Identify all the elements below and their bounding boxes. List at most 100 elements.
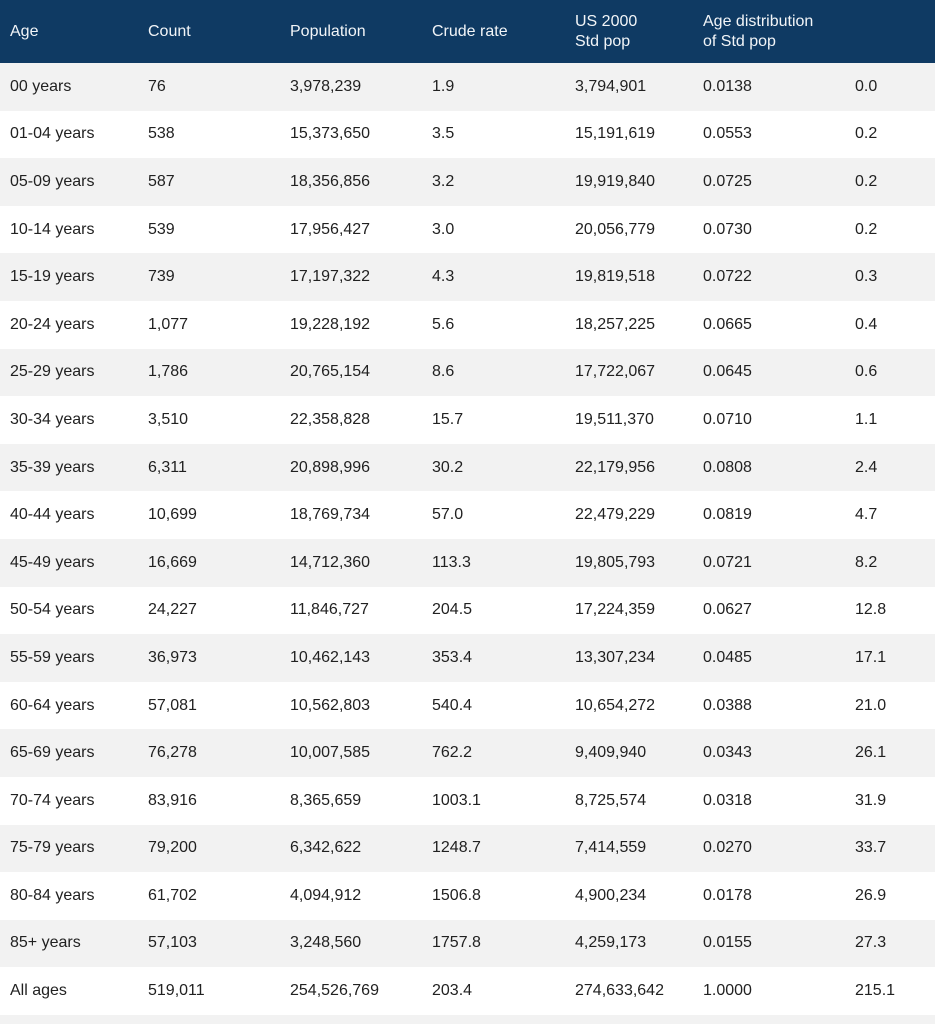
cell-count: 76,278 xyxy=(148,744,197,762)
cell-column-7: 2.4 xyxy=(855,458,878,476)
cell-population: 18,769,734 xyxy=(290,506,371,524)
cell-column-7: 0.6 xyxy=(855,363,878,381)
column-header-crude-rate: Crude rate xyxy=(432,22,508,40)
cell-column-7: 31.9 xyxy=(855,791,887,809)
cell-age-distribution-of-std-pop: 0.0721 xyxy=(703,553,752,571)
cell-count: 519,011 xyxy=(148,982,205,1000)
cell-column-7: 0.2 xyxy=(855,125,878,143)
cell-count: 739 xyxy=(148,268,175,286)
cell-count: 61,702 xyxy=(148,886,197,904)
cell-age: 70-74 years xyxy=(10,791,95,809)
partial-next-row xyxy=(0,1014,935,1024)
cell-age: All ages xyxy=(10,982,67,1000)
cell-count: 10,699 xyxy=(148,506,197,524)
cell-age-distribution-of-std-pop: 0.0819 xyxy=(703,506,752,524)
cell-crude-rate: 1248.7 xyxy=(432,839,481,857)
cell-population: 4,094,912 xyxy=(290,886,362,904)
cell-column-7: 17.1 xyxy=(855,648,887,666)
cell-column-7: 26.1 xyxy=(855,744,887,762)
column-header-count: Count xyxy=(148,22,191,40)
table-row: 60-64 years 57,081 10,562,803 540.4 10,654,2… xyxy=(0,681,935,730)
cell-age: 20-24 years xyxy=(10,315,95,333)
cell-age: 80-84 years xyxy=(10,886,95,904)
cell-age: 55-59 years xyxy=(10,648,95,666)
cell-population: 20,898,996 xyxy=(290,458,371,476)
cell-column-7: 27.3 xyxy=(855,934,887,952)
cell-population: 19,228,192 xyxy=(290,315,371,333)
table-row: 55-59 years 36,973 10,462,143 353.4 13,307,2… xyxy=(0,634,935,682)
table-row: 80-84 years 61,702 4,094,912 1506.8 4,900,23… xyxy=(0,872,935,920)
cell-population: 254,526,769 xyxy=(290,982,379,1000)
cell-crude-rate: 5.6 xyxy=(432,315,455,333)
cell-count: 57,081 xyxy=(148,696,197,714)
column-header-population: Population xyxy=(290,22,366,40)
cell-crude-rate: 203.4 xyxy=(432,982,473,1000)
cell-age: 15-19 years xyxy=(10,268,95,286)
cell-us-2000-std-pop: 15,191,619 xyxy=(575,125,656,143)
cell-population: 15,373,650 xyxy=(290,125,371,143)
cell-count: 1,077 xyxy=(148,315,189,333)
table-row: 65-69 years 76,278 10,007,585 762.2 9,409,94… xyxy=(0,729,935,777)
cell-age: 75-79 years xyxy=(10,839,95,857)
cell-population: 8,365,659 xyxy=(290,791,362,809)
cell-count: 539 xyxy=(148,220,175,238)
cell-us-2000-std-pop: 13,307,234 xyxy=(575,648,656,666)
cell-column-7: 0.4 xyxy=(855,315,878,333)
cell-age-distribution-of-std-pop: 0.0138 xyxy=(703,77,752,95)
column-header-age-distribution-of-std-pop: Age distribution of Std pop xyxy=(703,12,814,50)
table-row: 20-24 years 1,077 19,228,192 5.6 18,257,225 0… xyxy=(0,300,935,349)
cell-column-7: 0.2 xyxy=(855,220,878,238)
cell-age-distribution-of-std-pop: 0.0155 xyxy=(703,934,752,952)
cell-count: 24,227 xyxy=(148,601,197,619)
cell-age-distribution-of-std-pop: 0.0343 xyxy=(703,744,752,762)
cell-column-7: 33.7 xyxy=(855,839,887,857)
cell-population: 11,846,727 xyxy=(290,601,369,619)
cell-us-2000-std-pop: 8,725,574 xyxy=(575,791,647,809)
cell-population: 14,712,360 xyxy=(290,553,371,571)
cell-age-distribution-of-std-pop: 0.0270 xyxy=(703,839,752,857)
table-row: 25-29 years 1,786 20,765,154 8.6 17,722,067 0… xyxy=(0,348,935,397)
cell-age-distribution-of-std-pop: 0.0645 xyxy=(703,363,752,381)
table-row: All ages 519,011 254,526,769 203.4 274,633,6… xyxy=(0,967,935,1015)
table-row: 01-04 years 538 15,373,650 3.5 15,191,619 0.0… xyxy=(0,110,935,159)
cell-crude-rate: 15.7 xyxy=(432,410,464,428)
cell-count: 1,786 xyxy=(148,363,189,381)
cell-count: 79,200 xyxy=(148,839,197,857)
cell-column-7: 215.1 xyxy=(855,982,896,1000)
cell-us-2000-std-pop: 17,224,359 xyxy=(575,601,656,619)
cell-count: 587 xyxy=(148,172,175,190)
cell-age: 10-14 years xyxy=(10,220,95,238)
cell-column-7: 26.9 xyxy=(855,886,887,904)
cell-age-distribution-of-std-pop: 0.0318 xyxy=(703,791,752,809)
table-row: 40-44 years 10,699 18,769,734 57.0 22,479,22… xyxy=(0,491,935,539)
table-row: 45-49 years 16,669 14,712,360 113.3 19,805,7… xyxy=(0,538,935,587)
table-row: 35-39 years 6,311 20,898,996 30.2 22,179,956… xyxy=(0,443,935,492)
cell-population: 18,356,856 xyxy=(290,172,371,190)
cell-crude-rate: 540.4 xyxy=(432,696,473,714)
cell-us-2000-std-pop: 19,805,793 xyxy=(575,553,656,571)
cell-age-distribution-of-std-pop: 0.0808 xyxy=(703,458,752,476)
cell-crude-rate: 4.3 xyxy=(432,268,455,286)
cell-age-distribution-of-std-pop: 0.0725 xyxy=(703,172,752,190)
cell-crude-rate: 3.0 xyxy=(432,220,455,238)
cell-crude-rate: 204.5 xyxy=(432,601,473,619)
cell-crude-rate: 3.2 xyxy=(432,172,455,190)
table-row: 50-54 years 24,227 11,846,727 204.5 17,224,3… xyxy=(0,586,935,635)
cell-crude-rate: 1757.8 xyxy=(432,934,481,952)
cell-population: 17,956,427 xyxy=(290,220,371,238)
cell-us-2000-std-pop: 274,633,642 xyxy=(575,982,664,1000)
cell-age: 50-54 years xyxy=(10,601,95,619)
table-body: 00 years 76 3,978,239 1.9 3,794,901 0.0138 0.0… xyxy=(0,63,935,1015)
cell-age-distribution-of-std-pop: 0.0665 xyxy=(703,315,752,333)
cell-us-2000-std-pop: 7,414,559 xyxy=(575,839,647,857)
cell-count: 3,510 xyxy=(148,410,189,428)
cell-age: 05-09 years xyxy=(10,172,95,190)
cell-population: 3,978,239 xyxy=(290,77,362,95)
cell-age-distribution-of-std-pop: 0.0722 xyxy=(703,268,752,286)
cell-age-distribution-of-std-pop: 0.0553 xyxy=(703,125,752,143)
cell-age: 25-29 years xyxy=(10,363,95,381)
cell-population: 10,007,585 xyxy=(290,744,371,762)
cell-us-2000-std-pop: 3,794,901 xyxy=(575,77,647,95)
cell-us-2000-std-pop: 20,056,779 xyxy=(575,220,656,238)
cell-column-7: 0.0 xyxy=(855,77,878,95)
